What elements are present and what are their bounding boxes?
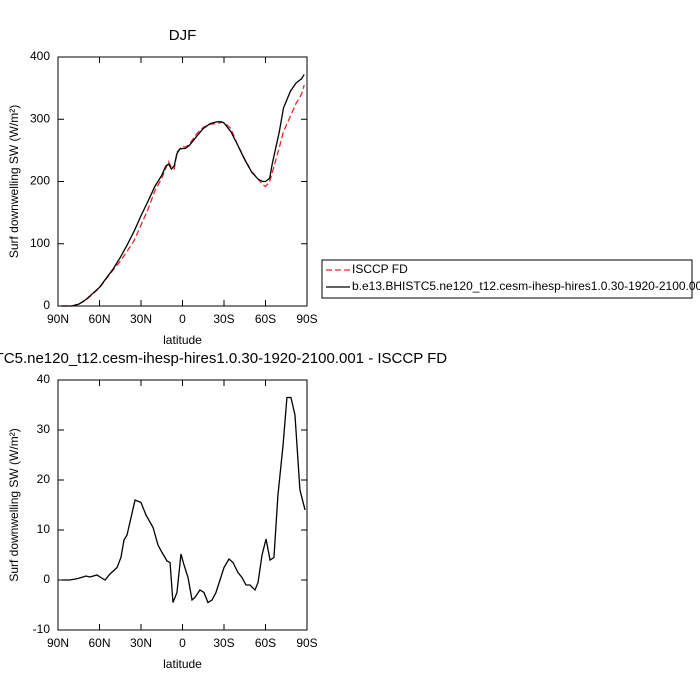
x-tick-label: 60S (255, 636, 276, 650)
y-tick-label: 100 (30, 236, 50, 250)
x-tick-label: 30N (130, 636, 152, 650)
x-tick-label: 30S (213, 636, 234, 650)
y-tick-label: 10 (37, 522, 51, 536)
plot-frame (57, 379, 308, 631)
data-line (62, 396, 306, 604)
x-tick-label: 0 (179, 312, 186, 326)
data-line (61, 84, 305, 307)
y-tick-label: 30 (37, 422, 51, 436)
chart-title: DJF (169, 27, 197, 44)
x-tick-label: 90S (296, 312, 317, 326)
legend-label: ISCCP FD (352, 262, 408, 276)
y-tick-label: 40 (37, 372, 51, 386)
x-tick-label: 60N (88, 312, 110, 326)
y-tick-label: 0 (43, 298, 50, 312)
x-tick-label: 90N (47, 312, 69, 326)
x-tick-label: 90N (47, 636, 69, 650)
y-tick-label: -10 (33, 622, 51, 636)
y-axis-label: Surf downwelling SW (W/m²) (7, 428, 21, 581)
x-axis-label: latitude (163, 333, 202, 347)
y-tick-label: 0 (43, 572, 50, 586)
x-tick-label: 90S (296, 636, 317, 650)
y-axis-label: Surf downwelling SW (W/m²) (7, 105, 21, 258)
y-tick-label: 300 (30, 111, 50, 125)
legend-label: b.e13.BHISTC5.ne120_t12.cesm-ihesp-hires… (352, 279, 700, 293)
x-tick-label: 60N (88, 636, 110, 650)
chart-title: b.e13.BHISTC5.ne120_t12.cesm-ihesp-hires… (0, 350, 447, 367)
x-tick-label: 30N (130, 312, 152, 326)
plot-frame (57, 56, 308, 307)
y-tick-label: 400 (30, 49, 50, 63)
x-axis-label: latitude (163, 657, 202, 671)
y-tick-label: 20 (37, 472, 51, 486)
y-tick-label: 200 (30, 174, 50, 188)
legend: ISCCP FD b.e13.BHISTC5.ne120_t12.cesm-ihe… (321, 259, 700, 299)
x-tick-label: 30S (213, 312, 234, 326)
legend-box (321, 259, 693, 299)
x-tick-label: 0 (179, 636, 186, 650)
data-line (61, 74, 305, 307)
x-tick-label: 60S (255, 312, 276, 326)
